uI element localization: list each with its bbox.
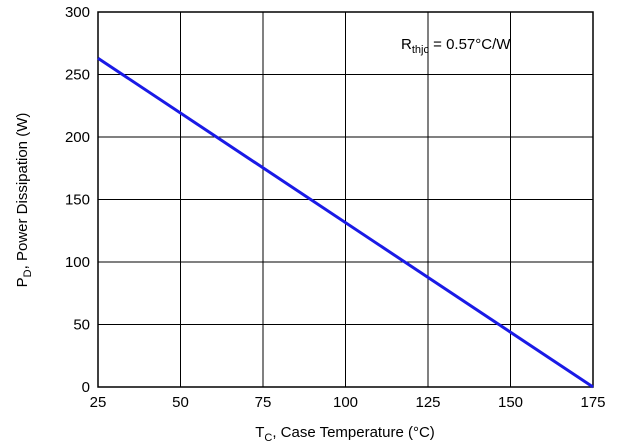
power-dissipation-line — [97, 57, 594, 389]
x-tick-label: 50 — [172, 394, 189, 411]
y-tick-labels: 0 50 100 150 200 250 300 — [65, 4, 90, 396]
x-tick-label: 75 — [255, 394, 272, 411]
x-tick-label: 125 — [415, 394, 440, 411]
x-axis-label: TC, Case Temperature (°C) — [255, 424, 435, 444]
plot-area-frame — [97, 11, 594, 388]
x-tick-label: 100 — [333, 394, 358, 411]
x-tick-label: 150 — [498, 394, 523, 411]
y-tick-label: 300 — [65, 4, 90, 21]
y-tick-label: 100 — [65, 254, 90, 271]
y-tick-label: 0 — [82, 379, 90, 396]
y-tick-label: 50 — [73, 317, 90, 334]
x-tick-labels: 25 50 75 100 125 150 175 — [90, 394, 606, 411]
x-tick-label: 25 — [90, 394, 107, 411]
x-tick-label: 175 — [580, 394, 605, 411]
grid-lines — [97, 11, 594, 388]
series-layer — [97, 57, 594, 389]
y-tick-label: 250 — [65, 67, 90, 84]
y-axis-label: PD, Power Dissipation (W) — [14, 113, 34, 288]
y-tick-label: 200 — [65, 129, 90, 146]
thermal-resistance-annotation: Rthjc = 0.57°C/W — [401, 36, 511, 56]
y-tick-label: 150 — [65, 192, 90, 209]
